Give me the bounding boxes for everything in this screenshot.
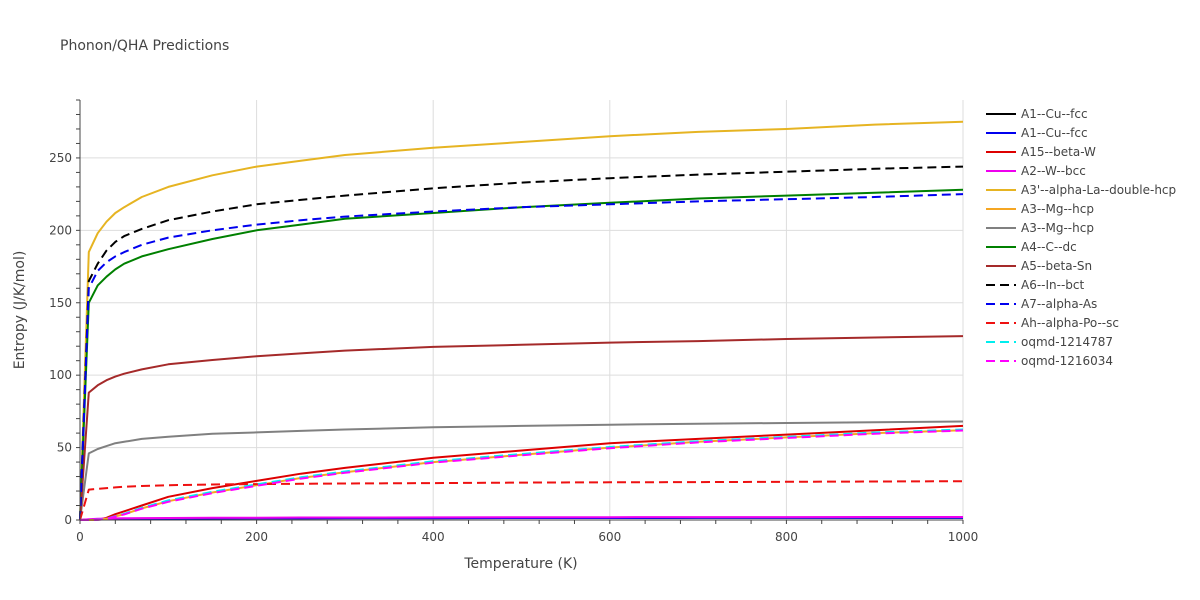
x-tick-label-3: 600 bbox=[598, 530, 621, 544]
series-line-12 bbox=[80, 428, 964, 521]
x-tick-label-2: 400 bbox=[422, 530, 445, 544]
legend-label-7: A4--C--dc bbox=[1021, 240, 1077, 254]
x-axis-title: Temperature (K) bbox=[463, 556, 577, 572]
x-tick-label-1: 200 bbox=[245, 530, 268, 544]
y-tick-label-5: 250 bbox=[49, 151, 72, 165]
series-line-4 bbox=[79, 120, 964, 521]
legend: A1--Cu--fcc A1--Cu--fcc A15--beta-W A2--W--… bbox=[986, 107, 1176, 368]
series-line-5 bbox=[80, 429, 964, 521]
y-tick-label-2: 100 bbox=[49, 368, 72, 382]
axes: 0 200 400 600 800 1000 0 50 100 150 200 250 bbox=[49, 99, 979, 544]
legend-label-4: A3'--alpha-La--double-hcp bbox=[1021, 183, 1176, 197]
series-line-13 bbox=[80, 429, 964, 521]
legend-label-5: A3--Mg--hcp bbox=[1021, 202, 1094, 216]
chart-title: Phonon/QHA Predictions bbox=[60, 38, 229, 54]
grid bbox=[80, 100, 964, 520]
legend-label-13: oqmd-1216034 bbox=[1021, 354, 1113, 368]
series-line-7 bbox=[79, 188, 964, 521]
legend-label-10: A7--alpha-As bbox=[1021, 297, 1097, 311]
plot-area bbox=[79, 120, 964, 521]
series-line-8 bbox=[79, 335, 964, 521]
x-tick-label-4: 800 bbox=[775, 530, 798, 544]
legend-label-12: oqmd-1214787 bbox=[1021, 335, 1113, 349]
y-tick-label-0: 0 bbox=[64, 513, 72, 527]
series-line-11 bbox=[79, 480, 964, 521]
legend-label-11: Ah--alpha-Po--sc bbox=[1021, 316, 1119, 330]
x-tick-label-5: 1000 bbox=[948, 530, 979, 544]
x-tick-label-0: 0 bbox=[76, 530, 84, 544]
series-line-2 bbox=[80, 424, 964, 521]
legend-label-1: A1--Cu--fcc bbox=[1021, 126, 1088, 140]
series-line-10 bbox=[79, 193, 964, 521]
y-axis-title: Entropy (J/K/mol) bbox=[12, 251, 28, 370]
y-tick-label-3: 150 bbox=[49, 296, 72, 310]
y-tick-label-1: 50 bbox=[57, 441, 72, 455]
legend-label-3: A2--W--bcc bbox=[1021, 164, 1086, 178]
legend-label-8: A5--beta-Sn bbox=[1021, 259, 1092, 273]
legend-label-2: A15--beta-W bbox=[1021, 145, 1096, 159]
legend-label-0: A1--Cu--fcc bbox=[1021, 107, 1088, 121]
y-tick-label-4: 200 bbox=[49, 223, 72, 237]
series-line-9 bbox=[79, 165, 964, 521]
legend-label-9: A6--In--bct bbox=[1021, 278, 1085, 292]
series-line-6 bbox=[79, 420, 964, 521]
legend-label-6: A3--Mg--hcp bbox=[1021, 221, 1094, 235]
